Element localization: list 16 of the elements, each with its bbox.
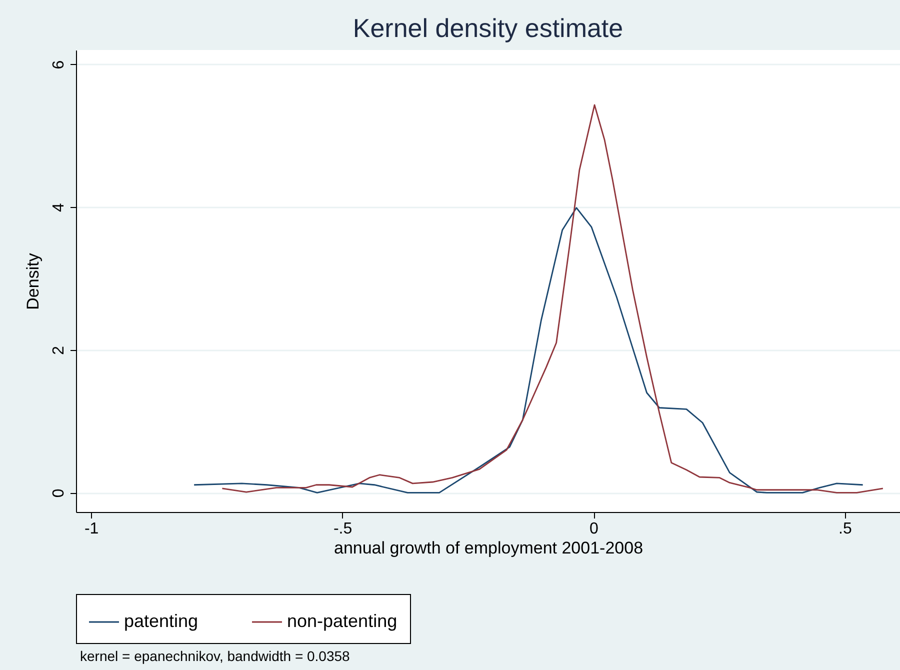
legend-label: patenting xyxy=(124,611,198,631)
line-series xyxy=(193,207,864,494)
x-tick-label: -.5 xyxy=(333,520,352,538)
x-tick-label: 0 xyxy=(590,520,599,538)
y-tick-label: 6 xyxy=(50,60,68,70)
chart-title: Kernel density estimate xyxy=(352,13,624,43)
x-tick-label: .5 xyxy=(838,520,852,538)
line-series xyxy=(222,104,884,494)
text: kernel = epanechnikov, bandwidth = 0.0358 xyxy=(80,648,350,664)
y-tick-label: 0 xyxy=(50,488,68,498)
x-tick-label: -1 xyxy=(84,520,99,538)
x-axis-title: annual growth of employment 2001-2008 xyxy=(334,538,644,558)
y-tick-label: 4 xyxy=(50,203,68,212)
legend-label: non-patenting xyxy=(287,611,398,631)
y-axis-title: Density xyxy=(24,252,42,310)
y-tick-label: 2 xyxy=(50,346,68,355)
